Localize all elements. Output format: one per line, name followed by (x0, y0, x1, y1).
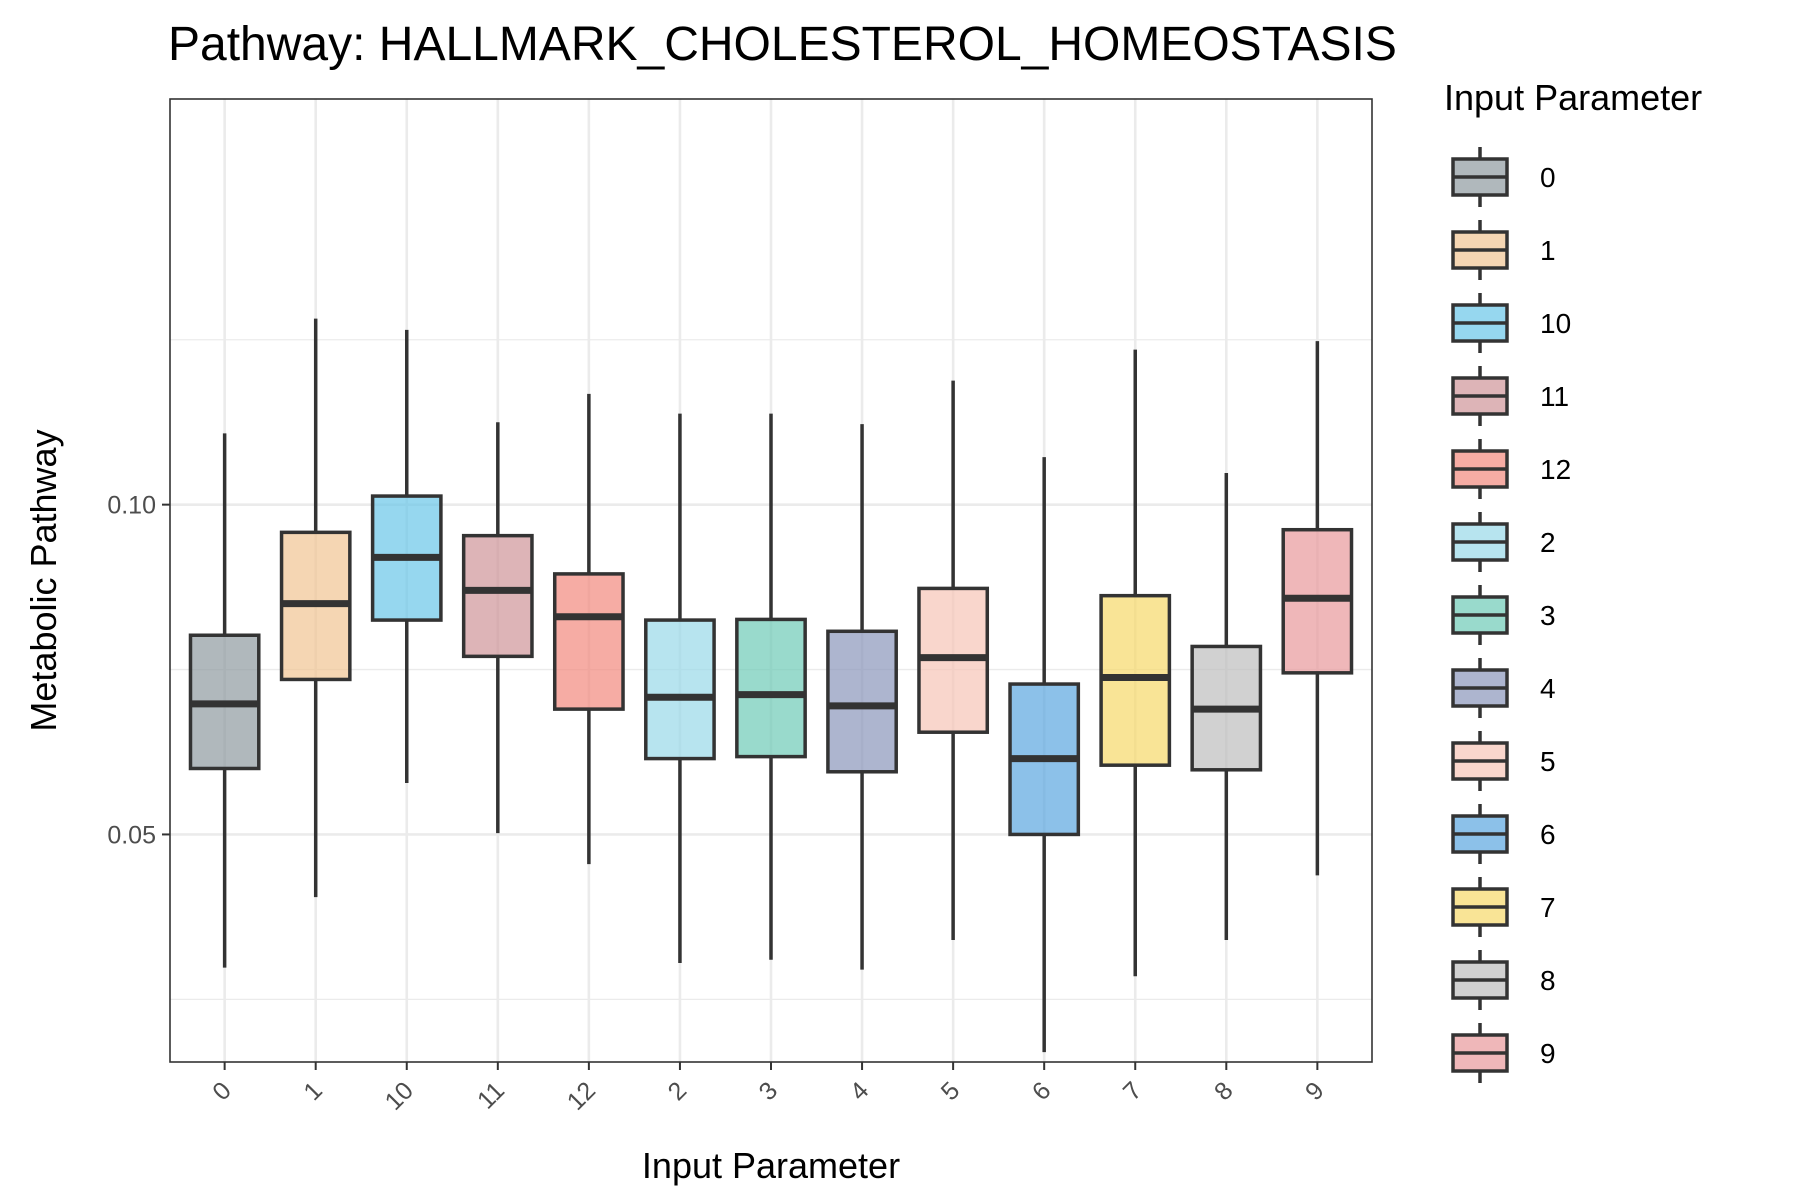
box-11 (461, 533, 534, 659)
legend-label: 5 (1540, 746, 1556, 777)
box-group-8 (1190, 472, 1263, 940)
y-axis: 0.05 0.10 (107, 492, 170, 849)
legend-item-12: 12 (1451, 439, 1571, 499)
x-tick-label: 9 (1300, 1076, 1330, 1106)
legend-label: 1 (1540, 235, 1556, 266)
x-tick-label: 10 (380, 1076, 419, 1115)
y-axis-title: Metabolic Pathway (23, 429, 64, 731)
x-tick-label: 12 (562, 1076, 601, 1115)
x-tick-label: 11 (472, 1076, 510, 1114)
legend-label: 0 (1540, 162, 1556, 193)
legend-item-3: 3 (1451, 585, 1556, 645)
legend-item-10: 10 (1451, 293, 1571, 353)
legend-label: 10 (1540, 308, 1571, 339)
legend-label: 6 (1540, 819, 1556, 850)
legend-title: Input Parameter (1444, 77, 1702, 118)
box-group-12 (552, 393, 625, 865)
chart-title: Pathway: HALLMARK_CHOLESTEROL_HOMEOSTASI… (168, 18, 1397, 71)
x-tick-label: 4 (845, 1076, 875, 1106)
box-12 (552, 572, 625, 711)
box-group-6 (1008, 457, 1081, 1053)
x-tick-label: 5 (936, 1076, 966, 1106)
legend-label: 4 (1540, 673, 1556, 704)
box-group-2 (644, 413, 716, 964)
legend-item-8: 8 (1451, 950, 1556, 1010)
legend-item-11: 11 (1451, 366, 1569, 426)
box-group-3 (735, 413, 807, 960)
x-axis-title: Input Parameter (642, 1145, 900, 1186)
legend-label: 3 (1540, 600, 1556, 631)
x-tick-label: 1 (298, 1076, 328, 1106)
x-tick-label: 3 (754, 1076, 784, 1106)
box-group-1 (279, 318, 352, 898)
legend-item-9: 9 (1451, 1023, 1556, 1083)
box-group-5 (917, 380, 990, 940)
legend-label: 8 (1540, 965, 1556, 996)
legend-item-6: 6 (1451, 804, 1556, 864)
legend-item-4: 4 (1451, 658, 1556, 718)
x-tick-label: 6 (1027, 1076, 1057, 1106)
legend-item-1: 1 (1451, 220, 1556, 280)
legend-item-7: 7 (1451, 877, 1556, 937)
box-4 (826, 629, 898, 774)
box-2 (644, 618, 716, 761)
box-3 (735, 617, 807, 759)
x-axis: 0 1 10 11 12 2 3 4 5 6 7 8 9 (207, 1062, 1330, 1116)
legend-label: 9 (1540, 1038, 1556, 1069)
box-group-9 (1281, 341, 1354, 876)
legend-label: 2 (1540, 527, 1556, 558)
box-group-4 (826, 424, 898, 970)
legend-label: 12 (1540, 454, 1571, 485)
y-tick-label: 0.10 (107, 492, 156, 520)
x-tick-label: 7 (1118, 1076, 1148, 1106)
boxes (188, 318, 1354, 1053)
legend-label: 7 (1540, 892, 1556, 923)
y-tick-label: 0.05 (107, 821, 156, 849)
box-group-11 (461, 422, 534, 834)
box-group-10 (370, 329, 443, 783)
x-tick-label: 2 (663, 1076, 693, 1106)
x-tick-label: 8 (1209, 1076, 1239, 1106)
x-tick-label: 0 (207, 1076, 237, 1106)
legend-label: 11 (1540, 381, 1569, 412)
legend: Input Parameter 0 1 10 11 12 2 3 4 5 6 7 8 9 (1444, 77, 1702, 1083)
legend-item-2: 2 (1451, 512, 1556, 572)
box-group-7 (1099, 349, 1172, 977)
box-group-0 (188, 433, 261, 968)
legend-item-5: 5 (1451, 731, 1556, 791)
legend-item-0: 0 (1451, 147, 1556, 207)
